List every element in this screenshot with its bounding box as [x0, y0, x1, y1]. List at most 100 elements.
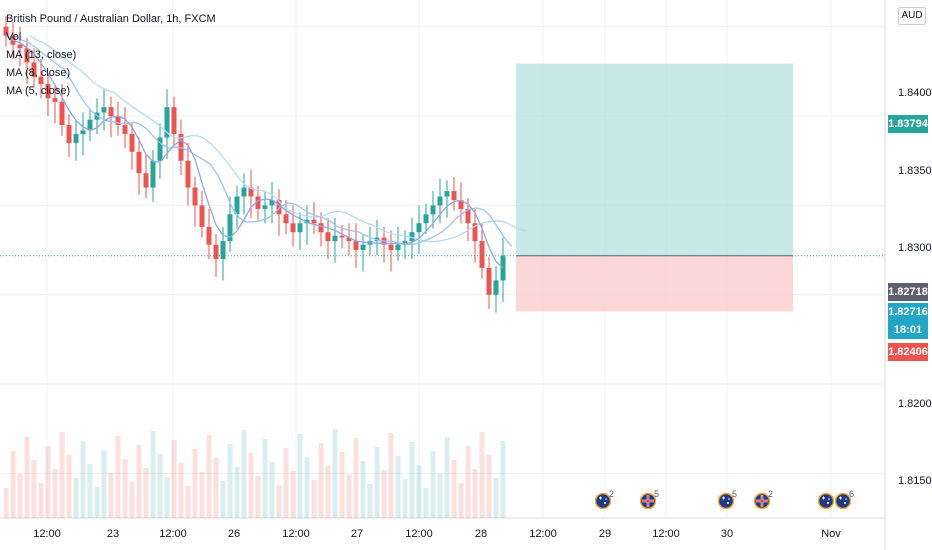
candle-body	[87, 119, 93, 131]
candle-body	[248, 187, 254, 197]
volume-bar	[451, 460, 457, 518]
candle-body	[164, 107, 170, 138]
volume-bar	[108, 473, 114, 518]
volume-bar	[115, 436, 121, 518]
volume-bar	[346, 475, 352, 518]
candle-body	[213, 244, 219, 259]
volume-bar	[409, 442, 415, 518]
volume-bar	[318, 443, 324, 518]
volume-bar	[367, 484, 373, 518]
candle-body	[45, 83, 51, 99]
event-count: 6	[849, 489, 855, 499]
volume-bar	[311, 480, 317, 518]
volume-bar	[241, 430, 247, 518]
candle-body	[150, 160, 156, 188]
candle-body	[325, 232, 331, 242]
volume-bar	[388, 433, 394, 518]
candle-body	[157, 137, 163, 161]
candle-body	[80, 130, 86, 134]
volume-bar	[276, 485, 282, 518]
candle-body	[66, 125, 72, 143]
time-label: 12:00	[405, 528, 433, 540]
australia-flag-icon[interactable]	[817, 492, 835, 510]
candle-body	[423, 214, 429, 224]
time-label: 23	[106, 528, 120, 540]
uk-flag-icon[interactable]: 5	[639, 489, 659, 510]
candle-body	[241, 187, 247, 197]
volume-bar	[360, 461, 366, 518]
volume-bar	[101, 450, 107, 518]
australia-flag-icon[interactable]: 5	[717, 489, 737, 510]
candle-body	[199, 205, 205, 227]
australia-flag-icon[interactable]: 6	[834, 489, 854, 510]
volume-bar	[500, 441, 506, 518]
target-price-tag: 1.83794	[888, 115, 928, 133]
legend-ma5[interactable]: MA (5, close)	[6, 85, 71, 97]
candle-body	[227, 214, 233, 242]
legend-vol[interactable]: Vol	[6, 31, 22, 43]
volume-bar	[66, 455, 72, 518]
volume-bar	[171, 440, 177, 518]
legend-ma13[interactable]: MA (13, close)	[6, 49, 77, 61]
volume-bar	[269, 462, 275, 518]
candle-body	[451, 191, 457, 201]
time-label: 12:00	[159, 528, 187, 540]
volume-bar	[192, 449, 198, 518]
candle-body	[416, 223, 422, 233]
volume-bar	[283, 448, 289, 518]
candle-body	[332, 235, 338, 242]
target-zone	[516, 63, 793, 256]
time-label: 28	[474, 528, 488, 540]
candle-countdown: 18:01	[888, 321, 928, 339]
time-label: 29	[598, 528, 612, 540]
candle-body	[73, 133, 79, 143]
candle-body	[101, 107, 107, 113]
candle-body	[136, 151, 142, 174]
currency-button[interactable]: AUD	[898, 7, 926, 25]
volume-bar	[395, 456, 401, 518]
volume-bar	[262, 439, 268, 518]
time-label: 12:00	[652, 528, 680, 540]
price-tick-label: 1.83000	[898, 242, 932, 254]
ma-13-line	[29, 35, 528, 243]
australia-flag-icon[interactable]: 2	[594, 489, 614, 510]
volume-bar	[227, 444, 233, 518]
price-tick-label: 1.82000	[898, 398, 932, 410]
candle-body	[430, 205, 436, 215]
candle-body	[171, 107, 177, 134]
legend-ma8[interactable]: MA (8, close)	[6, 67, 71, 79]
time-label: 12:00	[33, 528, 61, 540]
candle-body	[17, 44, 23, 49]
candle-body	[437, 196, 443, 206]
volume-bar	[472, 469, 478, 518]
candle-body	[262, 205, 268, 209]
volume-bar	[31, 460, 37, 518]
volume-bar	[24, 437, 30, 518]
candle-body	[304, 219, 310, 224]
volume-bar	[213, 458, 219, 518]
volume-bar	[416, 465, 422, 518]
candle-body	[290, 223, 296, 233]
uk-flag-icon[interactable]: 2	[753, 489, 773, 510]
volume-bar	[479, 432, 485, 518]
time-label: 12:00	[282, 528, 310, 540]
candle-body	[395, 244, 401, 251]
volume-bar	[94, 487, 100, 518]
volume-bar	[17, 474, 23, 518]
volume-bar	[220, 481, 226, 518]
candle-body	[31, 62, 37, 77]
ma-8-line	[14, 35, 513, 247]
candle-body	[458, 200, 464, 209]
event-count: 2	[768, 489, 774, 499]
candle-body	[388, 244, 394, 251]
symbol-title[interactable]: British Pound / Australian Dollar, 1h, F…	[6, 13, 216, 25]
candle-body	[353, 241, 359, 251]
volume-bar	[486, 455, 492, 518]
volume-bar	[150, 431, 156, 518]
candle-body	[234, 196, 240, 215]
volume-bar	[444, 437, 450, 518]
volume-bar	[402, 479, 408, 518]
volume-bar	[185, 486, 191, 518]
